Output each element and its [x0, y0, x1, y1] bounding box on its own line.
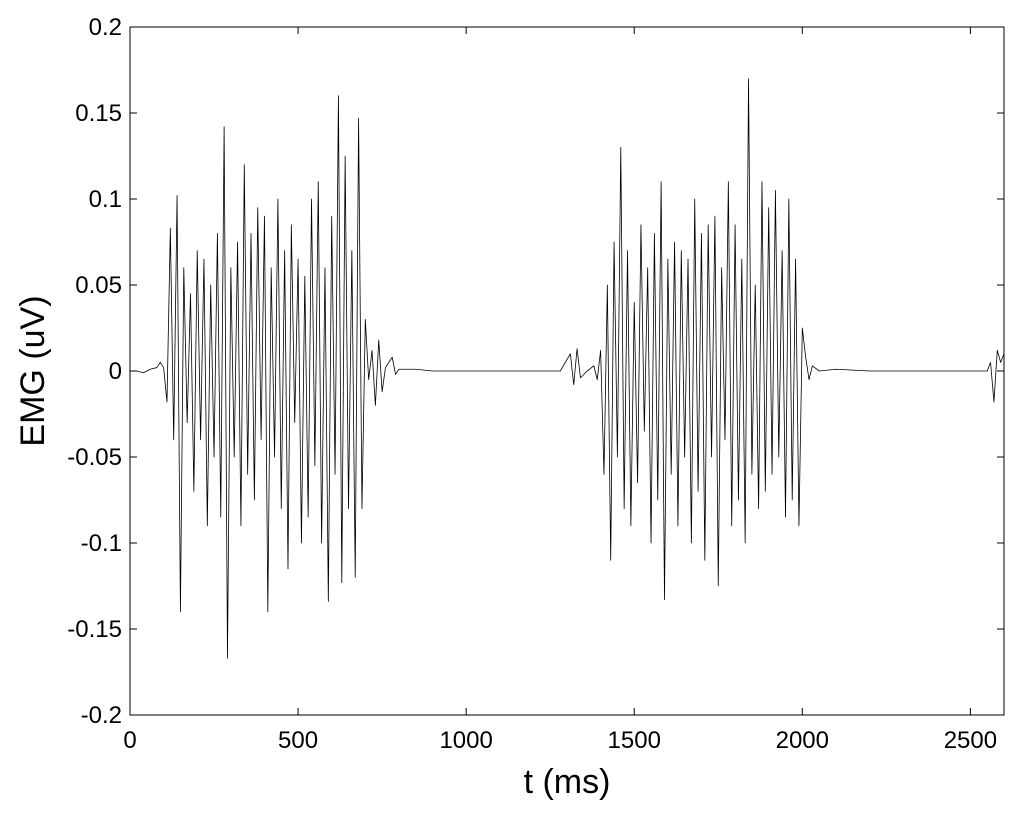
x-tick-label: 500: [278, 727, 318, 754]
x-tick-label: 2500: [944, 727, 997, 754]
y-tick-label: -0.15: [67, 616, 122, 643]
x-tick-label: 1000: [439, 727, 492, 754]
y-tick-label: 0.05: [75, 272, 122, 299]
x-tick-label: 0: [123, 727, 136, 754]
x-axis-label: t (ms): [524, 763, 611, 801]
x-tick-label: 1500: [608, 727, 661, 754]
y-tick-label: -0.1: [81, 530, 122, 557]
y-tick-label: 0.15: [75, 100, 122, 127]
y-tick-label: 0.1: [89, 186, 122, 213]
y-axis-label: EMG (uV): [14, 295, 52, 446]
signal-line: [130, 78, 1005, 659]
y-tick-label: 0.2: [89, 14, 122, 41]
y-tick-label: 0: [109, 358, 122, 385]
y-tick-label: -0.2: [81, 702, 122, 729]
x-tick-label: 2000: [776, 727, 829, 754]
y-tick-label: -0.05: [67, 444, 122, 471]
